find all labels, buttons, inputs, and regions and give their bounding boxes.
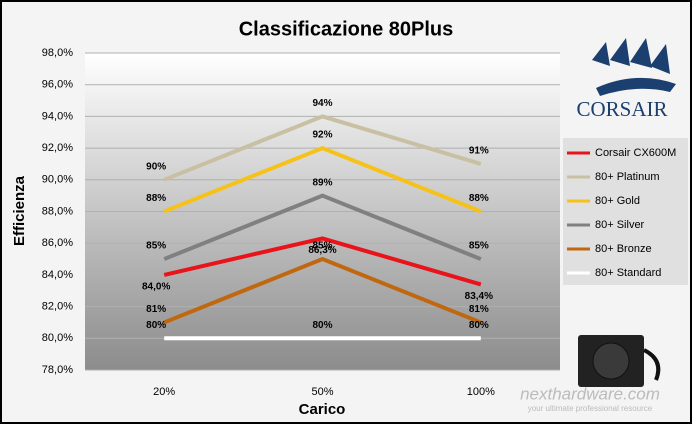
series-line (163, 145, 482, 214)
data-label: 81% (146, 304, 166, 315)
y-tick-label: 78,0% (42, 364, 73, 376)
data-label: 85% (469, 241, 489, 252)
watermark: nexthardware.com (520, 384, 660, 403)
data-label: 89% (312, 177, 332, 188)
data-label: 94% (312, 98, 332, 109)
y-tick-label: 84,0% (42, 269, 73, 281)
legend-label: 80+ Silver (595, 219, 645, 231)
legend (563, 138, 688, 285)
y-tick-label: 90,0% (42, 174, 73, 186)
y-tick-label: 86,0% (42, 237, 73, 249)
data-label: 80% (312, 320, 332, 331)
data-label: 81% (469, 304, 489, 315)
x-tick-label: 20% (153, 386, 175, 398)
data-label: 85% (146, 241, 166, 252)
data-label: 91% (469, 146, 489, 157)
y-tick-label: 94,0% (42, 110, 73, 122)
data-label: 88% (146, 193, 166, 204)
data-label: 83,4% (465, 291, 493, 302)
data-label: 86,3% (308, 245, 336, 256)
chart-title: Classificazione 80Plus (239, 18, 454, 40)
series-line (163, 193, 482, 261)
y-tick-label: 96,0% (42, 79, 73, 91)
x-tick-label: 50% (311, 386, 333, 398)
data-label: 84,0% (142, 282, 170, 293)
x-tick-label: 100% (467, 386, 495, 398)
data-label: 90% (146, 161, 166, 172)
y-tick-label: 98,0% (42, 47, 73, 59)
series-line (163, 236, 482, 287)
data-label: 85% (312, 241, 332, 252)
series-line (163, 114, 482, 182)
series-line (163, 256, 482, 325)
data-label: 80% (469, 320, 489, 331)
x-axis-title: Carico (299, 401, 346, 418)
brand-text: CORSAIR (576, 97, 667, 121)
y-tick-label: 88,0% (42, 205, 73, 217)
legend-label: 80+ Standard (595, 267, 661, 279)
y-tick-label: 92,0% (42, 142, 73, 154)
watermark-tagline: your ultimate professional resource (528, 404, 653, 413)
y-tick-label: 82,0% (42, 301, 73, 313)
legend-label: Corsair CX600M (595, 147, 676, 159)
legend-label: 80+ Gold (595, 195, 640, 207)
data-label: 88% (469, 193, 489, 204)
data-label: 80% (146, 320, 166, 331)
y-axis-title: Efficienza (11, 175, 28, 246)
psu-image (578, 335, 661, 387)
legend-label: 80+ Platinum (595, 171, 660, 183)
y-tick-label: 80,0% (42, 332, 73, 344)
corsair-logo: CORSAIR (576, 38, 676, 121)
data-label: 92% (312, 130, 332, 141)
legend-label: 80+ Bronze (595, 243, 652, 255)
